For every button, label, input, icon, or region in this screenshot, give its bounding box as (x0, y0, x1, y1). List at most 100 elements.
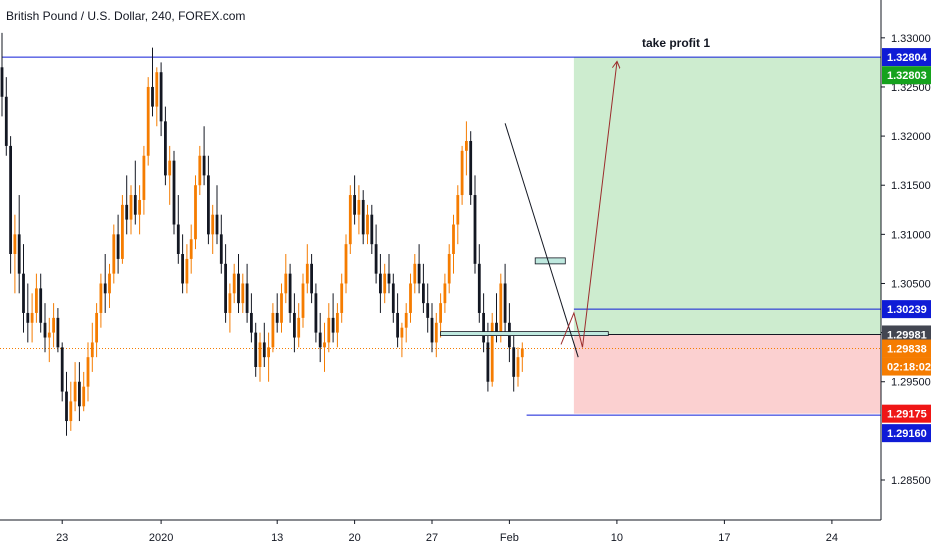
candle (95, 303, 98, 358)
candle-body (452, 224, 455, 254)
candle (465, 121, 468, 176)
price-tag-label: 1.29838 (887, 344, 927, 356)
candle-body (35, 288, 38, 313)
candle (434, 312, 438, 358)
candle-body (73, 381, 77, 402)
candle (430, 303, 434, 353)
candle-body (198, 155, 202, 186)
candle-body (99, 283, 103, 313)
candle-body (288, 273, 292, 313)
candle (151, 47, 154, 117)
horizontal-lines (0, 56, 881, 416)
stop-loss-zone (573, 334, 881, 414)
candle-body (310, 263, 313, 294)
candle-body (348, 195, 352, 245)
candle-body (116, 234, 120, 259)
candle-body (318, 332, 322, 348)
candle (469, 131, 473, 205)
candle (460, 145, 464, 205)
candle-body (90, 342, 94, 358)
candle (125, 175, 129, 235)
candle-body (194, 185, 197, 240)
candle (284, 254, 288, 304)
candle (318, 312, 322, 363)
price-tag (882, 300, 931, 319)
candle-body (465, 141, 468, 151)
candle (379, 254, 382, 313)
candle (404, 303, 408, 343)
candle-body (82, 386, 86, 407)
candle (443, 273, 447, 313)
trendline (504, 123, 579, 358)
candle-body (305, 263, 309, 284)
candle-body (65, 391, 68, 422)
candle (477, 244, 481, 323)
price-tags: 1.32804 1.32803 1.30239 1.29981 1.29838 02:18… (882, 48, 931, 443)
candle-body (176, 224, 180, 254)
candle (301, 273, 305, 328)
candle (275, 293, 279, 333)
x-tick-label: Feb (500, 532, 519, 544)
candle (69, 381, 73, 431)
candle (413, 254, 417, 294)
candle (361, 190, 365, 245)
candle-body (121, 204, 124, 259)
price-tag (882, 404, 931, 423)
candle (280, 283, 283, 333)
candle (0, 32, 4, 117)
candle (60, 342, 64, 402)
candle-body (207, 175, 210, 235)
candle-body (366, 214, 369, 235)
x-tick-label: 10 (611, 532, 623, 544)
candle (215, 185, 219, 245)
candle-body (430, 317, 434, 343)
candle (112, 224, 116, 284)
candle-body (215, 214, 219, 235)
candle (288, 263, 292, 323)
candle (344, 234, 348, 294)
price-axis-background (881, 0, 932, 550)
candle-body (9, 145, 12, 254)
candle-body (516, 357, 520, 377)
candle (400, 322, 404, 358)
candle (22, 244, 25, 333)
candle-body (189, 239, 193, 259)
candle-body (219, 234, 223, 264)
candle-body (469, 141, 473, 196)
candle (262, 322, 266, 367)
candle-body (185, 258, 189, 284)
candle-body (168, 160, 172, 176)
candle-body (241, 283, 245, 304)
candle (473, 175, 477, 274)
candle-body (228, 293, 232, 313)
candle (237, 254, 240, 313)
candle-body (86, 357, 90, 387)
candle-body (69, 401, 73, 422)
position-zones (573, 57, 881, 414)
candle-body (353, 195, 356, 215)
candle (198, 145, 202, 196)
price-tag-label: 02:18:02 (887, 362, 931, 374)
candle-body (60, 347, 64, 392)
candle (245, 263, 249, 323)
candle-body (396, 312, 399, 338)
candle (73, 362, 77, 412)
candle-body (456, 195, 460, 225)
y-tick-label: 1.30500 (891, 278, 931, 290)
candle (353, 175, 356, 225)
candle-body (103, 283, 107, 294)
candle (323, 322, 326, 372)
candle-body (477, 263, 481, 313)
candle-body (499, 283, 503, 333)
candle-body (271, 312, 275, 348)
candle (426, 283, 430, 333)
candle (90, 322, 94, 372)
candle-body (13, 234, 17, 254)
price-tag (882, 357, 931, 376)
candles (0, 32, 524, 436)
price-tag (882, 66, 931, 85)
candle (172, 150, 176, 235)
candle-body (125, 204, 129, 220)
candle-body (78, 381, 81, 407)
